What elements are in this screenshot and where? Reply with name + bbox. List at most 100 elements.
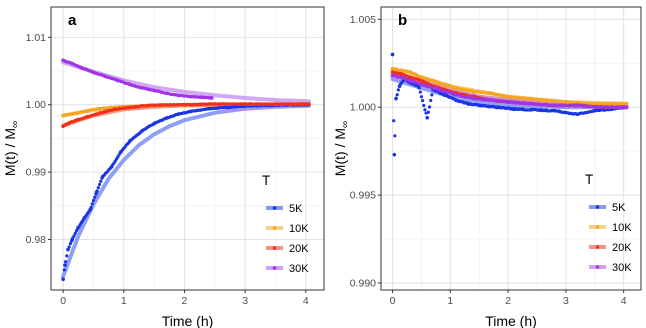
data-point (552, 103, 557, 108)
data-point (399, 75, 404, 80)
y-tick-label: 1.005 (350, 14, 376, 26)
legend-title: T (585, 172, 593, 187)
data-point (66, 247, 70, 252)
y-axis-title-subscript: ∞ (340, 121, 351, 128)
y-tick-label: 0.995 (350, 190, 376, 202)
data-point (471, 96, 476, 101)
x-tick-label: 2 (505, 295, 511, 307)
data-point (88, 207, 93, 211)
x-tick-label: 2 (182, 295, 188, 307)
series-20K (61, 102, 311, 129)
data-point (390, 73, 395, 78)
data-point (76, 117, 81, 122)
data-point (182, 102, 187, 107)
data-point (408, 70, 412, 74)
data-point (477, 103, 482, 108)
data-point (63, 260, 68, 264)
data-point (427, 105, 432, 109)
data-point (63, 263, 67, 267)
data-point (575, 112, 580, 117)
data-point (112, 107, 117, 112)
data-point (408, 79, 412, 83)
data-point (213, 102, 217, 106)
y-tick-label: 0.990 (350, 277, 376, 289)
data-point (419, 79, 424, 83)
data-point (494, 105, 499, 109)
y-axis-title: M(t) / M∞ (2, 121, 21, 176)
data-point (109, 105, 114, 110)
legend-label-20K: 20K (612, 242, 632, 254)
data-point (206, 106, 211, 111)
data-point (99, 179, 103, 183)
data-point (140, 129, 144, 133)
x-tick-label: 1 (447, 295, 453, 307)
data-point (158, 103, 162, 107)
data-point (118, 150, 123, 154)
data-point (425, 115, 430, 120)
data-point (62, 268, 66, 272)
plot-background (381, 7, 641, 290)
plot-background (51, 7, 324, 290)
data-point (140, 86, 144, 90)
legend-label-30K: 30K (612, 262, 632, 274)
data-point (128, 139, 132, 143)
panel-border (380, 6, 642, 291)
data-point (94, 190, 99, 195)
data-point (431, 86, 435, 90)
data-point (598, 105, 603, 109)
data-point (506, 94, 510, 99)
data-point (67, 245, 71, 249)
series-30K (61, 58, 214, 100)
legend-label-10K: 10K (612, 222, 632, 234)
y-tick-label: 0.99 (26, 167, 47, 179)
data-point (134, 104, 138, 109)
data-point (397, 84, 402, 88)
data-point (176, 93, 181, 98)
data-point (418, 90, 422, 94)
data-point (454, 93, 458, 97)
data-point (188, 94, 193, 99)
data-point (610, 101, 614, 106)
data-point (93, 195, 97, 199)
data-point (200, 95, 205, 100)
data-point (146, 103, 150, 108)
data-point (529, 101, 534, 106)
data-point (454, 86, 458, 90)
data-point (392, 119, 396, 123)
x-axis-title: Time (h) (485, 313, 537, 328)
y-tick-label: 1.01 (26, 32, 47, 44)
data-point (393, 134, 397, 138)
data-point (91, 198, 96, 203)
data-point (488, 98, 493, 102)
data-point (465, 101, 470, 106)
data-point (624, 105, 629, 109)
data-point (188, 109, 193, 114)
y-axis-title-subscript: ∞ (10, 121, 21, 128)
data-point (419, 82, 424, 87)
data-point (430, 93, 434, 97)
data-point (394, 96, 398, 101)
data-point (307, 102, 311, 106)
data-point (85, 115, 90, 119)
data-point (408, 75, 412, 80)
data-point (225, 105, 229, 110)
data-point (390, 66, 395, 71)
data-point (94, 112, 99, 116)
data-point (395, 93, 399, 97)
panel-b: 0 1 2 3 4 0.990 0.995 1.000 1.005 b Time (h) M(t) /… (332, 6, 642, 328)
x-axis-title: Time (h) (162, 313, 214, 328)
data-point (164, 116, 169, 120)
data-point (67, 121, 71, 125)
data-point (61, 277, 65, 282)
data-point (128, 82, 132, 87)
data-point (109, 164, 114, 169)
legend-key-point (595, 205, 600, 209)
data-point (61, 58, 65, 63)
data-point (243, 102, 247, 106)
data-point (152, 88, 156, 93)
data-point (564, 100, 568, 104)
y-tick-label: 1.00 (26, 99, 47, 111)
y-tick-label: 1.000 (350, 102, 376, 114)
data-point (103, 74, 108, 79)
panel-label: b (398, 12, 407, 29)
